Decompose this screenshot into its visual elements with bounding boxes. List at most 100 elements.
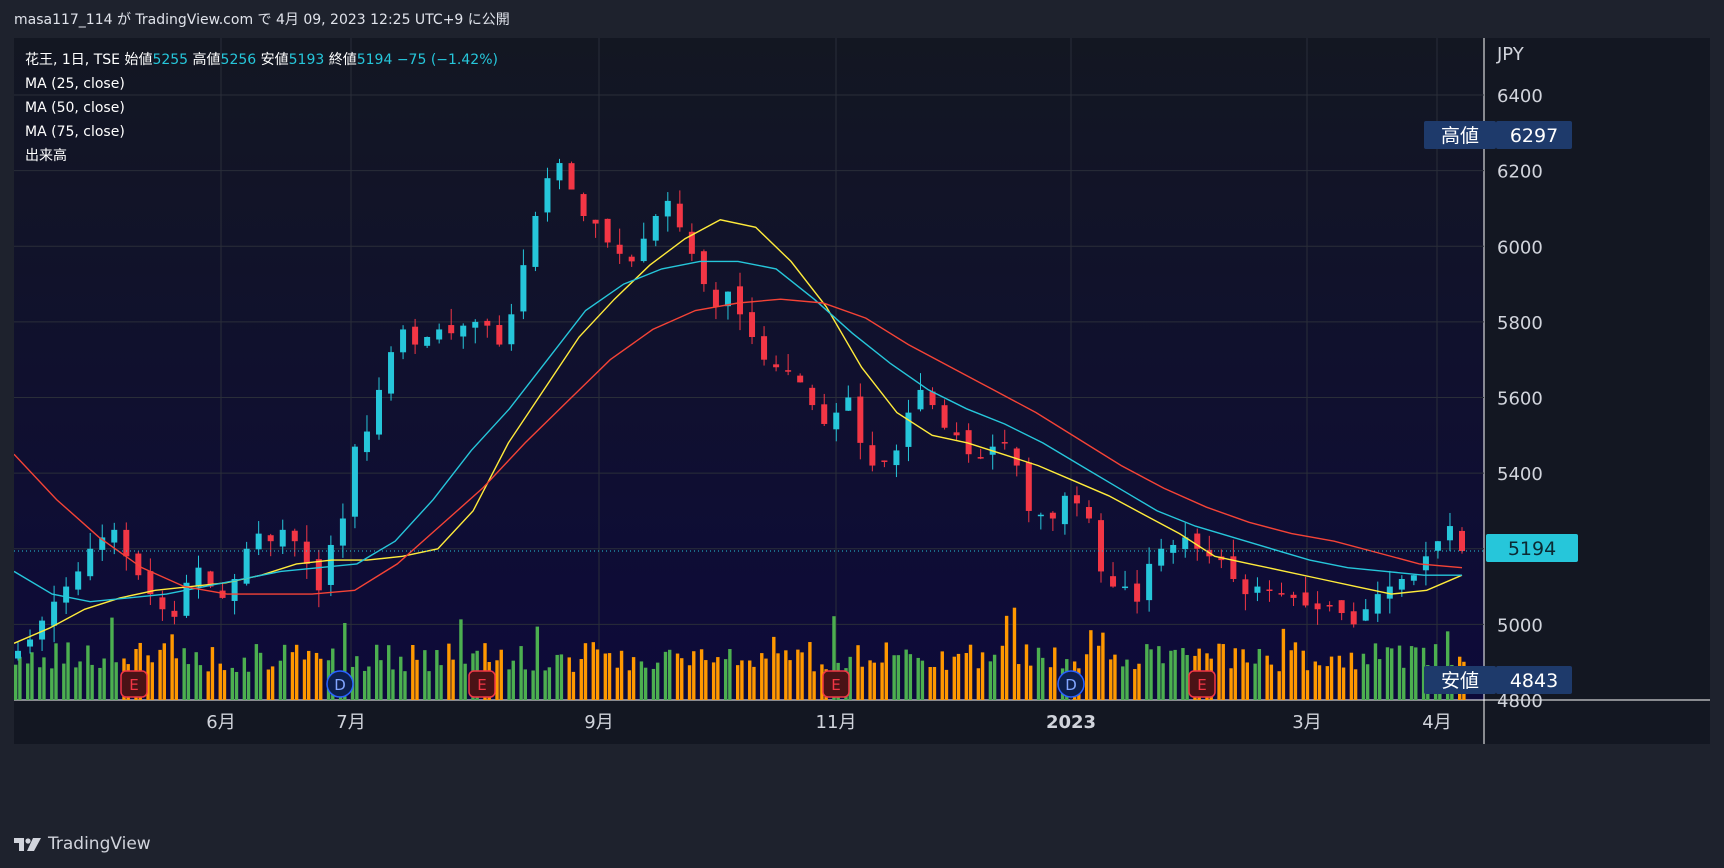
volume-bar xyxy=(50,668,54,700)
candle-body xyxy=(15,650,21,659)
candle-body xyxy=(1110,576,1117,587)
candle-body xyxy=(532,216,539,267)
candle-body xyxy=(448,325,455,334)
candle-body xyxy=(628,256,635,262)
candle-body xyxy=(785,370,792,372)
candle-body xyxy=(219,590,226,598)
volume-bar xyxy=(1241,649,1245,700)
volume-bar xyxy=(1265,655,1269,700)
candle-body xyxy=(1085,507,1092,519)
volume-bar xyxy=(343,622,347,700)
volume-bar xyxy=(114,662,118,700)
volume-bar xyxy=(230,667,234,700)
legend-ma50[interactable]: MA (50, close) xyxy=(25,100,125,116)
x-tick-label: 3月 xyxy=(1292,712,1321,733)
volume-bar xyxy=(206,671,210,700)
volume-bar xyxy=(1221,644,1225,700)
volume-bar xyxy=(680,658,684,700)
volume-bar xyxy=(110,617,114,700)
volume-bar xyxy=(980,652,985,700)
volume-bar xyxy=(531,670,535,700)
legend-ma75[interactable]: MA (75, close) xyxy=(25,124,125,140)
high-tag-value-bg xyxy=(1496,121,1572,149)
volume-bar xyxy=(992,654,997,700)
volume-bar xyxy=(699,649,704,700)
legend-ma25[interactable]: MA (25, close) xyxy=(25,76,125,92)
time-axis-background xyxy=(14,700,1710,744)
candle-body xyxy=(712,289,719,307)
volume-bar xyxy=(1257,648,1262,700)
volume-bar xyxy=(723,659,728,700)
candle-body xyxy=(556,163,563,181)
y-tick-label: 5800 xyxy=(1497,313,1543,334)
volume-bar xyxy=(1053,647,1057,700)
volume-bar xyxy=(258,652,263,700)
candle-body xyxy=(1314,603,1321,610)
candle-body xyxy=(327,544,334,585)
volume-bar xyxy=(1097,645,1101,700)
candle-body xyxy=(1266,589,1273,592)
candle-body xyxy=(544,178,551,213)
candle-body xyxy=(965,430,972,455)
legend-open: 5255 xyxy=(152,52,189,68)
volume-bar xyxy=(1157,646,1161,700)
volume-bar xyxy=(1036,647,1041,700)
volume-bar xyxy=(38,667,42,700)
volume-bar xyxy=(932,666,937,700)
dividend-marker-icon xyxy=(1057,670,1085,698)
candle-body xyxy=(147,571,154,595)
candle-body xyxy=(1073,495,1080,504)
volume-bar xyxy=(375,644,379,700)
legend-volume[interactable]: 出来高 xyxy=(25,148,67,164)
volume-bar xyxy=(964,653,969,700)
volume-bar xyxy=(1253,663,1257,700)
volume-bar xyxy=(362,670,367,700)
candle-body xyxy=(773,364,780,368)
volume-bar xyxy=(832,616,836,700)
x-tick-label: 7月 xyxy=(336,712,365,733)
candle-body xyxy=(339,518,346,546)
volume-bar xyxy=(643,667,648,700)
tradingview-logo-icon xyxy=(14,838,41,851)
volume-bar xyxy=(507,669,511,700)
legend-high-label: 高値 xyxy=(192,52,221,68)
candle-body xyxy=(1146,563,1153,601)
volume-bar xyxy=(736,665,740,700)
volume-bar xyxy=(403,671,407,700)
candle-body xyxy=(159,597,166,610)
legend-close-label: 終値 xyxy=(328,52,357,68)
candle-body xyxy=(508,314,515,345)
candle-body xyxy=(1025,462,1032,511)
y-tick-label: 6400 xyxy=(1497,86,1543,107)
volume-bar xyxy=(952,656,956,700)
candle-body xyxy=(1158,548,1165,566)
volume-bar xyxy=(302,659,307,700)
candle-body xyxy=(953,432,960,436)
volume-bar xyxy=(1329,656,1334,700)
volume-bar xyxy=(916,657,920,700)
earnings-marker-icon xyxy=(468,670,496,698)
volume-bar xyxy=(1421,647,1426,700)
legend-low: 5193 xyxy=(288,52,325,68)
volume-bar xyxy=(675,653,680,700)
footer-brand[interactable]: TradingView xyxy=(14,832,151,856)
volume-bar xyxy=(555,654,559,700)
candle-body xyxy=(1434,541,1441,551)
volume-bar xyxy=(14,664,18,700)
candle-body xyxy=(929,391,936,406)
volume-bar xyxy=(812,671,816,700)
candle-body xyxy=(1182,537,1189,550)
candle-body xyxy=(724,291,731,307)
volume-bar xyxy=(447,643,451,700)
volume-bar xyxy=(379,660,383,700)
candle-body xyxy=(51,601,58,626)
candle-body xyxy=(1049,512,1056,519)
volume-bar xyxy=(1301,650,1305,700)
volume-bar xyxy=(1145,644,1149,700)
volume-bar xyxy=(270,666,275,700)
volume-bar xyxy=(519,646,523,700)
volume-bar xyxy=(1084,654,1089,700)
volume-bar xyxy=(860,666,864,700)
